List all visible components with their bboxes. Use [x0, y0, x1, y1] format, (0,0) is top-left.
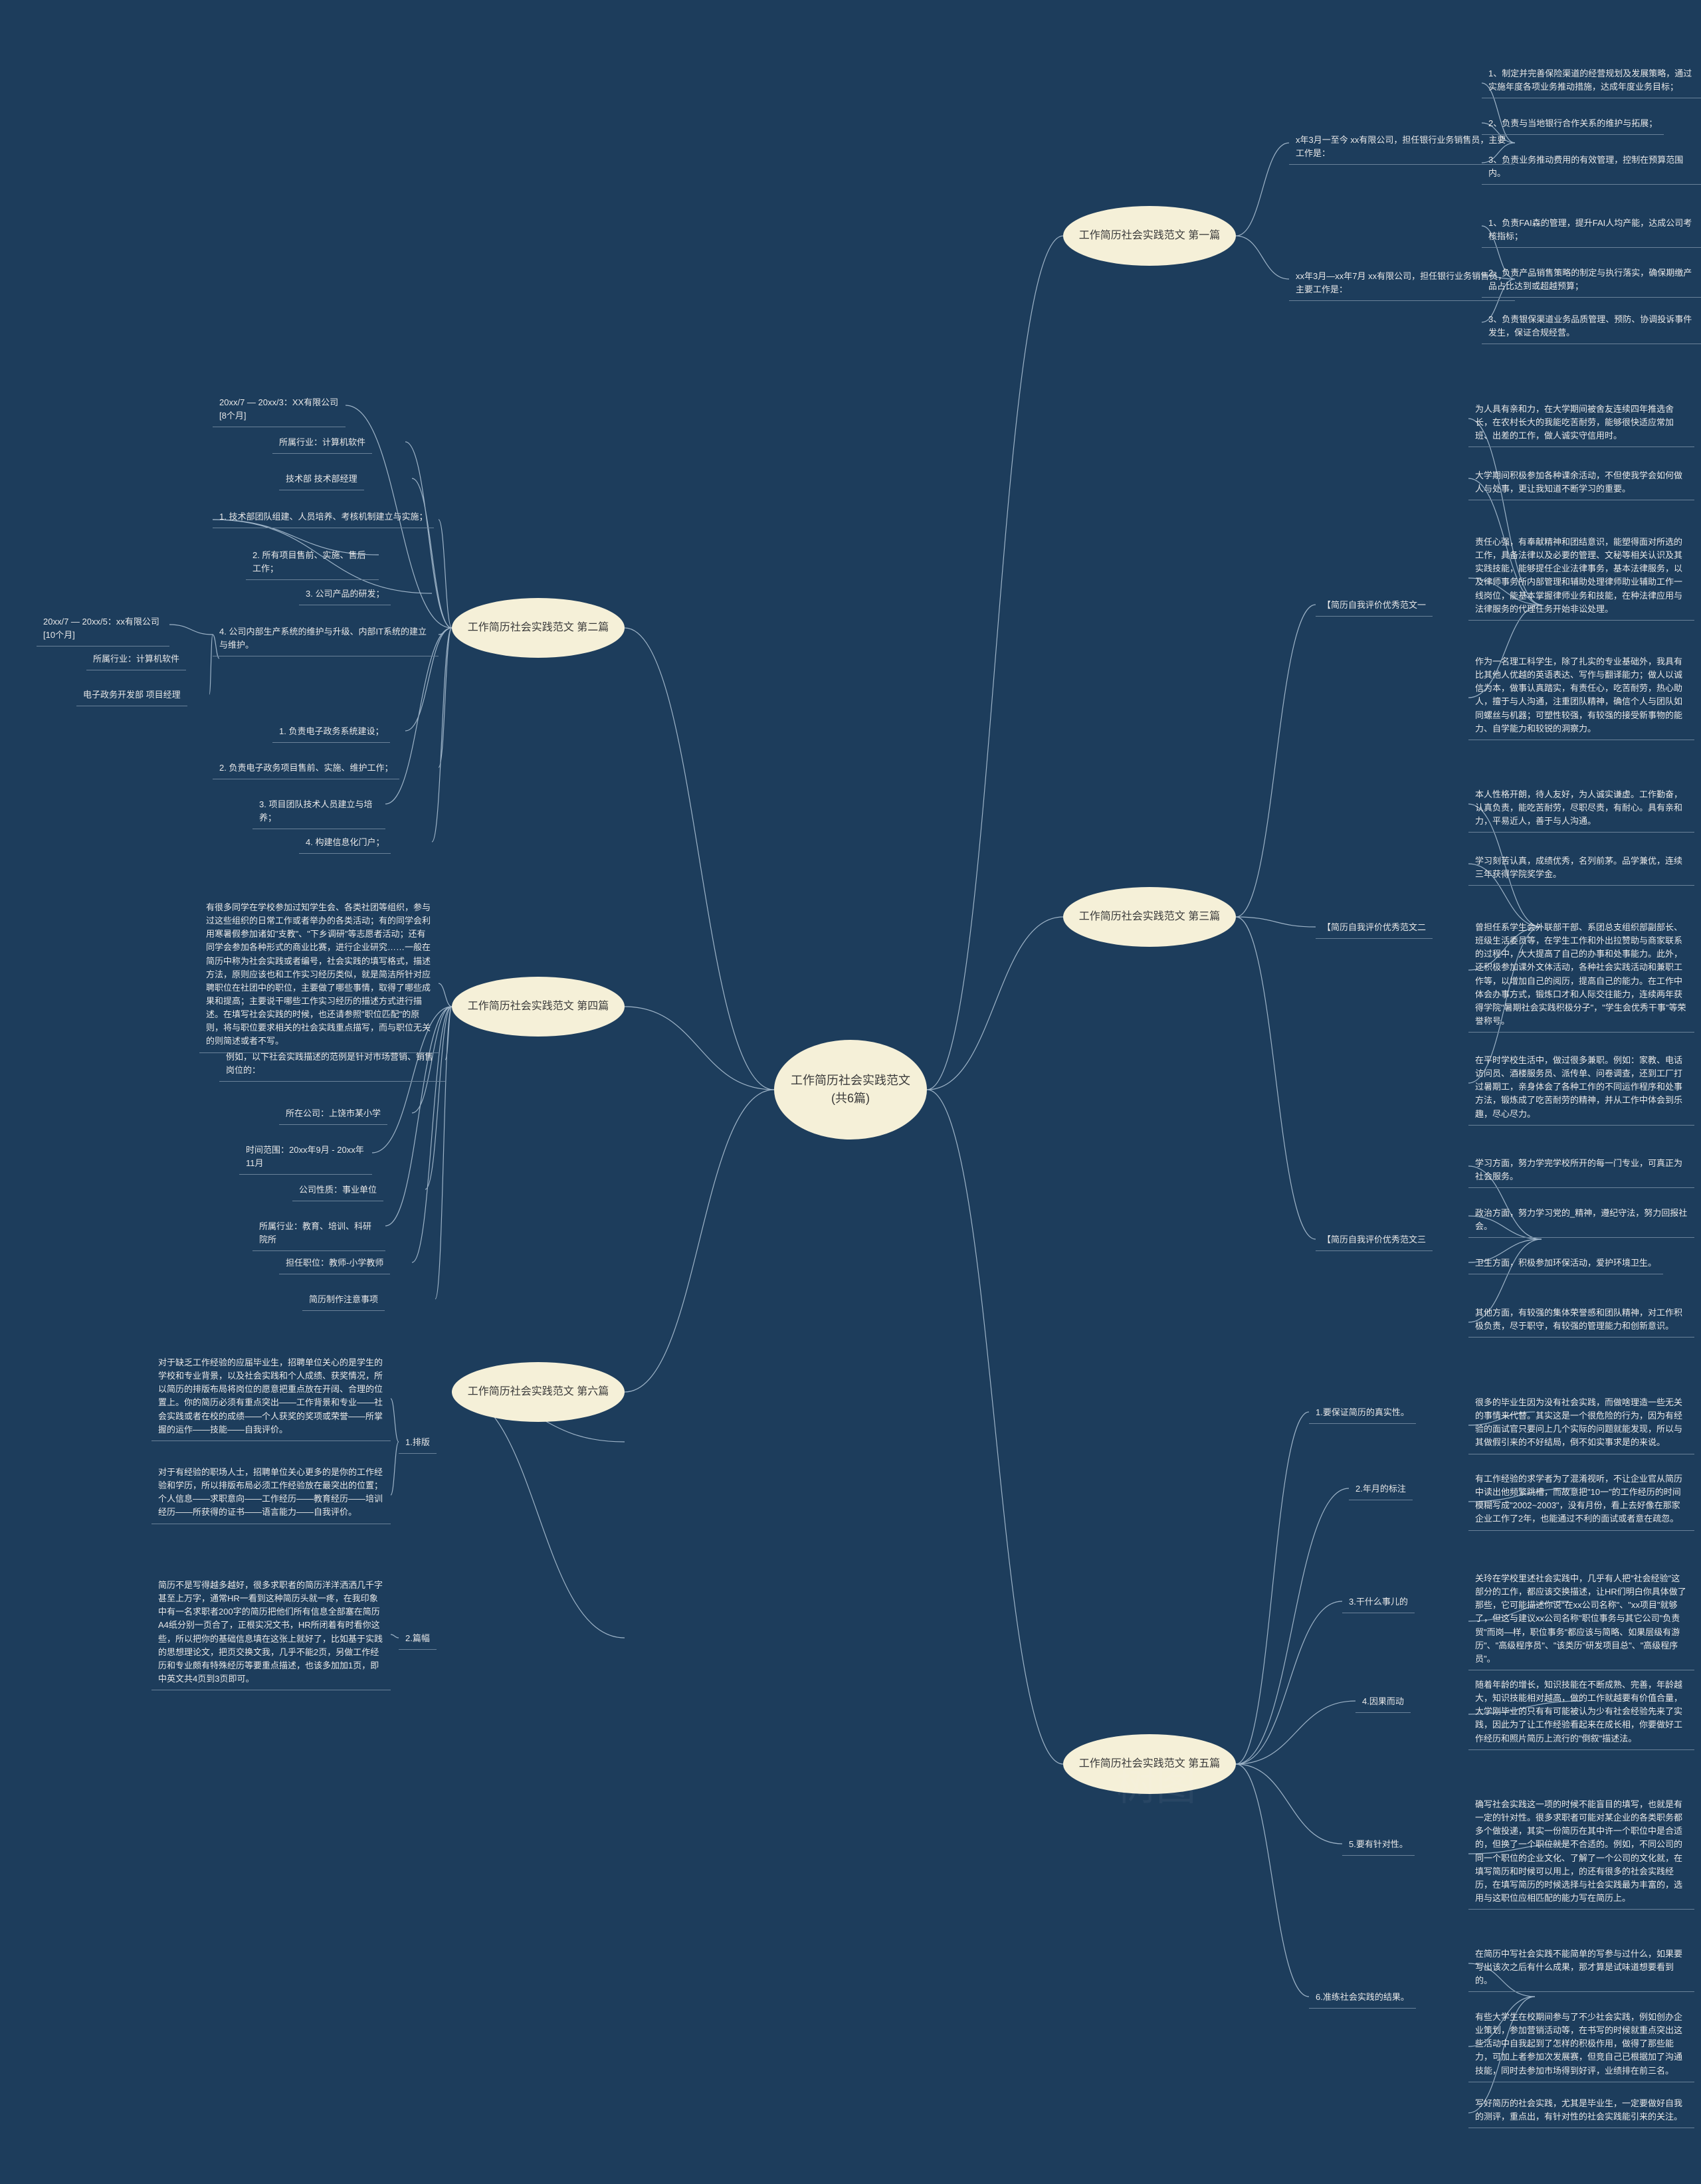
leaf-node: 3.干什么事儿的 [1342, 1591, 1415, 1613]
leaf-node: 学习刻苦认真，成绩优秀，名列前茅。品学兼优，连续三年获得学院奖学金。 [1468, 850, 1694, 886]
leaf-node: 2.篇幅 [399, 1628, 437, 1650]
chapter-4: 工作简历社会实践范文 第四篇 [452, 977, 625, 1037]
leaf-node: 20xx/7 — 20xx/3：XX有限公司[8个月] [213, 392, 346, 427]
leaf-node: 时间范围：20xx年9月 - 20xx年11月 [239, 1140, 372, 1175]
leaf-node: 3、负责银保渠道业务品质管理、预防、协调投诉事件发生，保证合规经营。 [1482, 309, 1701, 344]
leaf-node: 2、负责与当地银行合作关系的维护与拓展； [1482, 113, 1664, 135]
leaf-node: 3、负责业务推动费用的有效管理，控制在预算范围内。 [1482, 149, 1701, 185]
leaf-node: 20xx/7 — 20xx/5：xx有限公司[10个月] [37, 611, 169, 646]
leaf-node: 在简历中写社会实践不能简单的写参与过什么，如果要写出该次之后有什么成果，那才算是… [1468, 1943, 1694, 1992]
leaf-node: 4.因果而动 [1355, 1691, 1411, 1713]
leaf-node: x年3月一至今 xx有限公司，担任银行业务销售员，主要工作是： [1289, 130, 1515, 165]
leaf-node: 所属行业：教育、培训、科研院所 [252, 1216, 385, 1251]
leaf-node: 卫生方面，积极参加环保活动，爱护环境卫生。 [1468, 1252, 1663, 1274]
leaf-node: 1、负责FAI森的管理，提升FAI人均产能，达成公司考核指标； [1482, 213, 1701, 248]
leaf-node: 6.准练社会实践的结果。 [1309, 1987, 1416, 2009]
chapter-1: 工作简历社会实践范文 第一篇 [1063, 206, 1236, 266]
leaf-node: 曾担任系学生会外联部干部、系团总支组织部副部长、班级生活委员等，在学生工作和外出… [1468, 917, 1694, 1033]
leaf-node: 所在公司：上饶市某小学 [279, 1103, 387, 1125]
leaf-node: 2. 所有项目售前、实施、售后工作； [246, 545, 379, 580]
leaf-node: 关玲在学校里述社会实践中，几乎有人把"社会经验"这部分的工作，都应该交换描述，让… [1468, 1568, 1694, 1670]
leaf-node: 写好简历的社会实践，尤其是毕业生，一定要做好自我的测评，重点出，有针对性的社会实… [1468, 2093, 1694, 2128]
leaf-node: 为人具有亲和力，在大学期间被舍友连续四年推选舍长，在农村长大的我能吃苦耐劳，能够… [1468, 399, 1694, 447]
leaf-node: 所属行业：计算机软件 [272, 432, 372, 454]
leaf-node: 2、负责产品销售策略的制定与执行落实，确保期缴产品占比达到或超越预算； [1482, 262, 1701, 298]
leaf-node: 政治方面，努力学习党的_精神，遵纪守法，努力回报社会。 [1468, 1203, 1694, 1238]
leaf-node: 确写社会实践这一项的时候不能盲目的填写，也就是有一定的针对性。很多求职者可能对某… [1468, 1794, 1694, 1910]
chapter-6: 工作简历社会实践范文 第六篇 [452, 1362, 625, 1422]
leaf-node: 技术部 技术部经理 [279, 468, 364, 490]
leaf-node: 所属行业：计算机软件 [86, 648, 186, 670]
leaf-node: 在平时学校生活中，做过很多兼职。例如：家教、电话访问员、酒楼服务员、派传单、问卷… [1468, 1050, 1694, 1126]
leaf-node: 学习方面，努力学完学校所开的每一门专业，可真正为社会服务。 [1468, 1153, 1694, 1188]
leaf-node: 担任职位：教师-小学教师 [279, 1252, 390, 1274]
chapter-2: 工作简历社会实践范文 第二篇 [452, 598, 625, 658]
leaf-node: 【简历自我评价优秀范文一 [1316, 595, 1433, 617]
leaf-node: 3. 项目团队技术人员建立与培养； [252, 794, 385, 829]
leaf-node: 1.要保证简历的真实性。 [1309, 1402, 1416, 1424]
leaf-node: 责任心强，有奉献精神和团结意识，能塑得面对所选的工作，具备法律以及必要的管理、文… [1468, 532, 1694, 621]
root-node: 工作简历社会实践范文(共6篇) [774, 1040, 927, 1140]
leaf-node: xx年3月—xx年7月 xx有限公司，担任银行业务销售员，主要工作是： [1289, 266, 1515, 301]
leaf-node: 对于有经验的职场人士，招聘单位关心更多的是你的工作经验和学历，所以排版布局必须工… [151, 1462, 391, 1524]
leaf-node: 2.年月的标注 [1349, 1478, 1413, 1500]
leaf-node: 其他方面，有较强的集体荣誉感和团队精神，对工作积极负责，尽于职守，有较强的管理能… [1468, 1302, 1694, 1338]
leaf-node: 大学期间积极参加各种课余活动，不但使我学会如何做人与处事，更让我知道不断学习的重… [1468, 465, 1694, 500]
leaf-node: 电子政务开发部 项目经理 [76, 684, 187, 706]
leaf-node: 作为一名理工科学生，除了扎实的专业基础外，我具有比其他人优越的英语表达、写作与翻… [1468, 651, 1694, 740]
leaf-node: 3. 公司产品的研发； [299, 583, 391, 605]
leaf-node: 有很多同学在学校参加过知学生会、各类社团等组织，参与过这些组织的日常工作或者举办… [199, 897, 439, 1053]
leaf-node: 4. 构建信息化门户； [299, 832, 391, 854]
leaf-node: 随着年龄的增长，知识技能在不断成熟、完善，年龄越大，知识技能相对越高，做的工作就… [1468, 1674, 1694, 1750]
leaf-node: 公司性质：事业单位 [292, 1179, 383, 1201]
leaf-node: 5.要有针对性。 [1342, 1834, 1415, 1856]
chapter-3: 工作简历社会实践范文 第三篇 [1063, 887, 1236, 947]
leaf-node: 对于缺乏工作经验的应届毕业生，招聘单位关心的是学生的学校和专业背景，以及社会实践… [151, 1352, 391, 1441]
leaf-node: 1. 技术部团队组建、人员培养、考核机制建立与实施； [213, 506, 434, 528]
leaf-node: 【简历自我评价优秀范文二 [1316, 917, 1433, 939]
leaf-node: 有些大学生在校期间参与了不少社会实践，例如创办企业策划，参加营销活动等，在书写的… [1468, 2007, 1694, 2082]
leaf-node: 简历制作注意事项 [302, 1289, 385, 1311]
leaf-node: 很多的毕业生因为没有社会实践，而做啥理造一些无关的事情来代替。其实这是一个很危险… [1468, 1392, 1694, 1454]
leaf-node: 【简历自我评价优秀范文三 [1316, 1229, 1433, 1251]
leaf-node: 本人性格开朗，待人友好，为人诚实谦虚。工作勤奋，认真负责，能吃苦耐劳，尽职尽责，… [1468, 784, 1694, 833]
leaf-node: 有工作经验的求学者为了混淆视听，不让企业官从简历中读出他频繁跳槽，而故意把"10… [1468, 1468, 1694, 1531]
leaf-node: 简历不是写得越多越好，很多求职者的简历洋洋洒洒几千字甚至上万字，通常HR一看到这… [151, 1575, 391, 1690]
leaf-node: 2. 负责电子政务项目售前、实施、维护工作； [213, 757, 399, 779]
leaf-node: 1. 负责电子政务系统建设； [272, 721, 390, 743]
leaf-node: 例如，以下社会实践描述的范例是针对市场营销、销售岗位的： [219, 1046, 445, 1082]
leaf-node: 1.排版 [399, 1432, 437, 1454]
leaf-node: 1、制定并完善保险渠道的经营规划及发展策略，通过实施年度各项业务推动措施，达成年… [1482, 63, 1701, 98]
chapter-5: 工作简历社会实践范文 第五篇 [1063, 1734, 1236, 1794]
leaf-node: 4. 公司内部生产系统的维护与升级、内部IT系统的建立与维护。 [213, 621, 439, 656]
